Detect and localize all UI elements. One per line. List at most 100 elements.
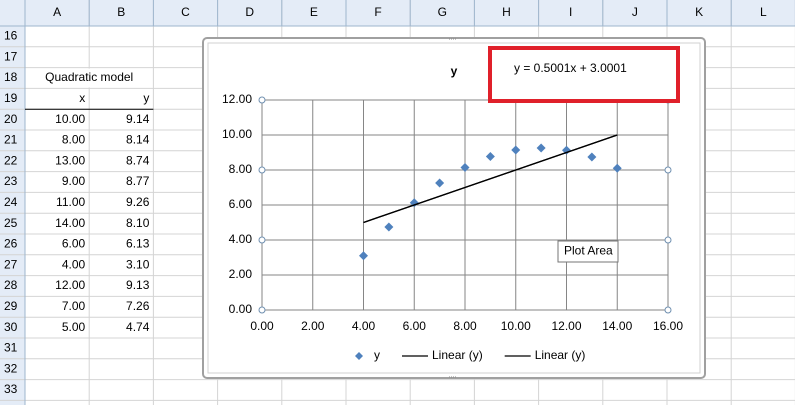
legend-label: y (374, 348, 380, 362)
data-point (511, 145, 521, 155)
row-header: 28 (4, 278, 18, 292)
table-cell: 8.77 (126, 174, 150, 188)
column-header: E (310, 5, 318, 19)
row-header: 19 (4, 91, 18, 105)
column-header-bar (0, 0, 795, 26)
column-header: L (760, 5, 767, 19)
chart-title: y (451, 64, 458, 78)
data-point (587, 152, 597, 162)
table-cell: 8.10 (126, 216, 150, 230)
table-cell: 14.00 (55, 216, 85, 230)
data-point (485, 152, 495, 162)
row-header: 16 (4, 29, 18, 43)
table-header: x (79, 91, 85, 105)
x-tick-label: 8.00 (453, 319, 477, 333)
plot-border (261, 99, 669, 311)
cell-bg (26, 68, 153, 88)
legend-label: Linear (y) (432, 348, 483, 362)
column-header: A (53, 5, 61, 19)
y-tick-label: 2.00 (229, 267, 253, 281)
table-cell: 3.10 (126, 257, 150, 271)
selection-handle (664, 306, 672, 314)
row-header: 21 (4, 133, 18, 147)
column-header: D (245, 5, 254, 19)
table-cell: 9.14 (126, 112, 150, 126)
data-point (359, 251, 368, 261)
table-cell: 7.26 (126, 299, 150, 313)
y-tick-label: 6.00 (229, 197, 253, 211)
y-tick-label: 10.00 (222, 127, 252, 141)
x-tick-label: 2.00 (301, 319, 325, 333)
x-tick-label: 16.00 (653, 319, 683, 333)
selection-handle (664, 166, 672, 174)
column-header: H (502, 5, 511, 19)
y-tick-label: 0.00 (229, 302, 253, 316)
data-point (435, 178, 445, 188)
table-cell: 8.00 (62, 133, 86, 147)
x-tick-label: 12.00 (551, 319, 581, 333)
legend-label: Linear (y) (535, 348, 586, 362)
table-cell: 8.14 (126, 133, 150, 147)
selection-handle (258, 96, 266, 104)
x-tick-label: 6.00 (403, 319, 427, 333)
row-header: 31 (4, 341, 18, 355)
column-header: J (632, 5, 638, 19)
column-header: I (569, 5, 572, 19)
tooltip: Plot Area (564, 244, 613, 258)
table-cell: 6.00 (62, 237, 86, 251)
x-tick-label: 10.00 (501, 319, 531, 333)
table-cell: 9.00 (62, 174, 86, 188)
chart-frame (202, 37, 706, 379)
data-point (384, 222, 394, 232)
table-cell: 8.74 (126, 153, 150, 167)
table-header: y (143, 91, 149, 105)
table-cell: 13.00 (55, 153, 85, 167)
row-header: 20 (4, 112, 18, 126)
y-tick-label: 8.00 (229, 162, 253, 176)
table-cell: 5.00 (62, 320, 86, 334)
selection-handle (258, 306, 266, 314)
row-header: 18 (4, 70, 18, 84)
table-cell: 12.00 (55, 278, 85, 292)
trendline (363, 134, 618, 224)
table-cell: 7.00 (62, 299, 86, 313)
x-tick-label: 0.00 (250, 319, 274, 333)
table-title: Quadratic model (45, 70, 133, 84)
column-header: K (695, 5, 703, 19)
data-point (536, 143, 546, 153)
table-cell: 6.13 (126, 237, 150, 251)
legend-marker (355, 352, 363, 360)
table-cell: 9.26 (126, 195, 150, 209)
row-header: 24 (4, 195, 18, 209)
row-header: 30 (4, 320, 18, 334)
selection-handle (258, 166, 266, 174)
selection-handle (664, 236, 672, 244)
row-header: 26 (4, 237, 18, 251)
row-header: 27 (4, 257, 18, 271)
data-point (460, 163, 470, 173)
column-header: F (374, 5, 381, 19)
trendline-equation: y = 0.5001x + 3.0001 (514, 61, 627, 75)
column-header: B (117, 5, 125, 19)
table-cell: 9.13 (126, 278, 150, 292)
table-cell: 4.74 (126, 320, 150, 334)
tooltip-box (557, 240, 619, 263)
row-header: 17 (4, 49, 18, 63)
column-header: C (181, 5, 190, 19)
data-point (612, 163, 622, 173)
row-header: 32 (4, 361, 18, 375)
table-cell: 11.00 (56, 195, 85, 209)
equation-box (488, 46, 680, 103)
chart-frame-inner (207, 42, 701, 374)
x-tick-label: 4.00 (352, 319, 376, 333)
selection-handle (258, 236, 266, 244)
row-header: 33 (4, 382, 18, 396)
row-header: 25 (4, 216, 18, 230)
row-header: 22 (4, 153, 18, 167)
y-tick-label: 4.00 (229, 232, 253, 246)
data-point (562, 145, 571, 155)
column-header: G (438, 5, 447, 19)
y-tick-label: 12.00 (222, 92, 252, 106)
row-header: 29 (4, 299, 18, 313)
